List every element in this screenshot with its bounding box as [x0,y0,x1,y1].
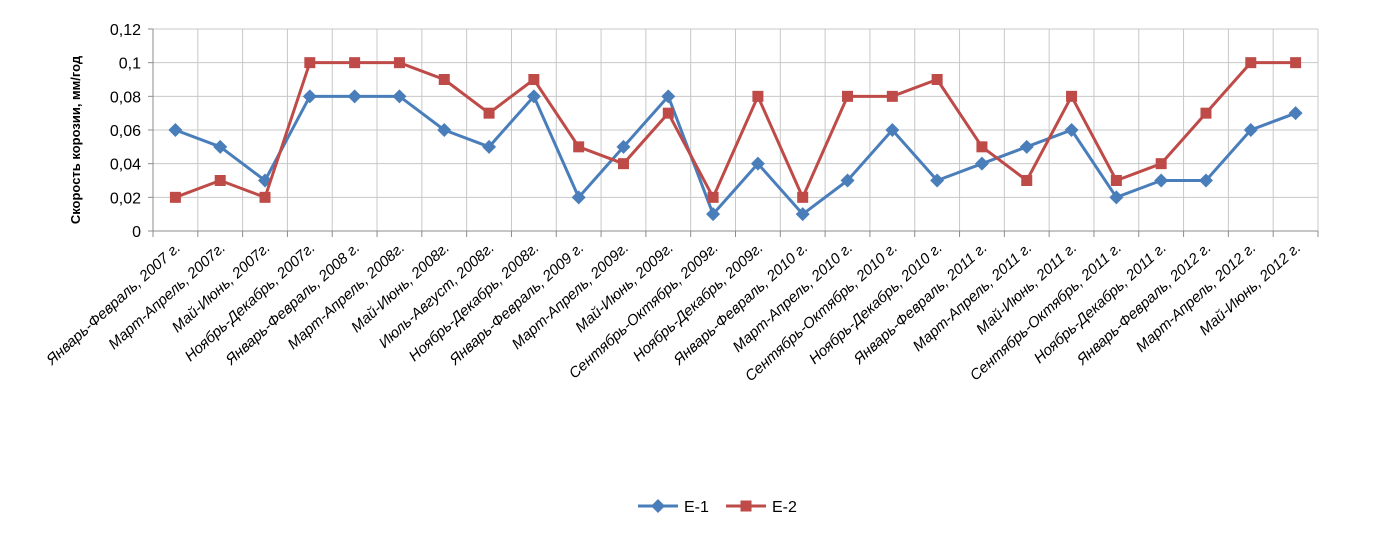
axis-layer: 00,020,040,060,080,10,12Январь-Февраль, … [43,22,1319,385]
series-1-point [930,173,945,188]
series-2-point [259,191,271,203]
series-2-line [174,61,1296,199]
series-2-point [797,191,809,203]
series-1-point [1243,123,1258,137]
series-1-point [706,207,721,222]
series-1-point [302,89,317,104]
series-2-point [662,107,674,119]
legend: Е-1 Е-2 [638,499,797,516]
legend-marker-1 [651,499,665,513]
series-1-point [1198,173,1213,188]
series-2-point [1200,107,1212,119]
series-1-point [616,139,631,154]
series-2-point [528,74,540,85]
series-1-point [437,123,452,137]
series-2-point [349,57,361,69]
grid-layer [153,28,1319,231]
legend-marker-2 [740,500,752,512]
series-1-point [1019,139,1034,154]
series-1-point [392,89,407,104]
series-2-point [573,141,585,153]
series-2-point [1155,158,1167,170]
series-1-point [482,139,497,154]
series-2-point [886,90,898,102]
y-tick-label: 0,02 [110,190,141,207]
series-2-point [1290,57,1302,69]
series-2-point [1021,175,1033,186]
series-1-point [1154,173,1169,188]
series-2-point [976,141,988,153]
series-1-point [571,190,586,205]
series-2-point [393,57,405,69]
y-tick-label: 0,08 [110,89,141,106]
series-1-point [168,123,183,137]
series-2-point [707,191,719,203]
legend-label-2: Е-2 [772,499,797,516]
legend-label-1: Е-1 [684,499,709,516]
series-layer [168,57,1303,222]
y-tick-label: 0 [132,224,141,241]
series-2-point [169,191,181,203]
series-2-point [931,74,943,85]
series-1-point [885,123,900,137]
series-2-point [1066,90,1078,102]
series-1-line [174,94,1297,216]
y-tick-label: 0,06 [110,123,141,140]
series-1-point [1109,190,1124,205]
series-1-point [1288,106,1303,121]
y-tick-label: 0,12 [110,22,141,39]
series-1-point [661,89,676,104]
series-1-point [213,139,228,154]
series-1-point [1064,123,1079,137]
series-1-point [526,89,541,104]
y-tick-label: 0,04 [110,157,141,174]
y-tick-label: 0,1 [119,56,141,73]
series-2 [169,57,1302,203]
series-2-point [214,175,226,186]
series-1-point [750,156,765,171]
series-2-point [752,90,764,102]
series-2-point [1110,175,1122,186]
series-1-point [795,207,810,222]
series-1-point [840,173,855,188]
series-2-point [1245,57,1257,69]
series-2-point [842,90,854,102]
series-1-point [974,156,989,171]
y-axis-label: Скорость корозии, мм/год [68,55,83,224]
series-2-point [483,107,495,119]
series-2-point [617,158,629,170]
series-2-point [304,57,316,69]
series-1 [168,89,1303,222]
series-1-point [347,89,362,104]
series-2-point [438,74,450,85]
